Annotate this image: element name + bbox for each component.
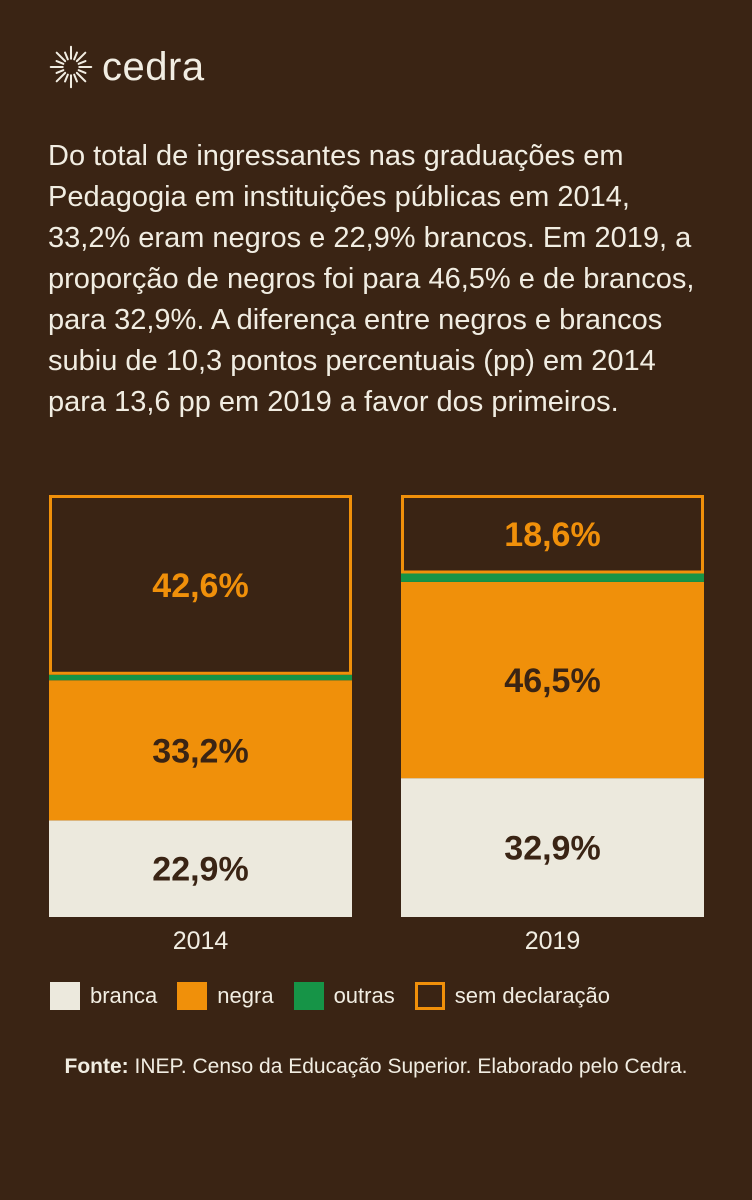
sun-ray [77, 69, 87, 75]
sun-ray [75, 71, 87, 83]
sun-ray [73, 51, 79, 61]
bar-segment-sem-declaração-2019 [401, 495, 704, 574]
stacked-bar-chart: 22,9% 33,2% 42,6% 2014 32,9% 46,5% 18,6% 2019 [49, 495, 704, 955]
bar-segment-negra-2019 [401, 581, 704, 779]
legend-swatch [293, 982, 324, 1010]
sun-ray [63, 51, 69, 61]
bar-segment-negra-2014 [49, 680, 352, 821]
sun-ray [75, 51, 87, 63]
legend-item-outras: outras [293, 982, 395, 1010]
legend-label: branca [90, 983, 158, 1008]
legend-item-branca: branca [50, 982, 157, 1010]
legend-label: sem declaração [454, 983, 611, 1008]
legend-label: negra [217, 983, 274, 1008]
bar-segment-outras-2014 [49, 674, 352, 681]
sun-ray [55, 71, 67, 83]
x-tick-label-2019: 2019 [525, 927, 581, 955]
sun-ray [73, 73, 79, 83]
bar-segment-branca-2019 [401, 778, 704, 917]
sun-ray [55, 59, 65, 65]
intro-text: Do total de ingressantes nas graduações … [48, 140, 695, 418]
chart-legend: branca negra outras sem declaração [50, 982, 630, 1010]
brand-logo: cedra [48, 44, 205, 90]
legend-item-sem-declaração: sem declaração [414, 982, 611, 1010]
legend-label: outras [333, 983, 395, 1008]
data-label-branca-2019: 32,9% [504, 830, 600, 868]
data-label-branca-2014: 22,9% [152, 851, 248, 889]
x-tick-label-2014: 2014 [173, 927, 229, 955]
sun-ray [55, 69, 65, 75]
legend-item-negra: negra [177, 982, 274, 1010]
sunburst-icon [49, 45, 93, 89]
legend-swatch [50, 982, 80, 1010]
data-label-negra-2019: 46,5% [504, 662, 600, 700]
legend-swatch [414, 982, 445, 1010]
data-label-sem-declaração-2014: 42,6% [152, 567, 248, 605]
source-text: INEP. Censo da Educação Superior. Elabor… [128, 1055, 688, 1078]
bar-segment-sem-declaração-2014 [49, 495, 352, 675]
source-note: Fonte: INEP. Censo da Educação Superior.… [40, 1052, 712, 1082]
brand-name: cedra [102, 45, 205, 89]
source-label: Fonte: [64, 1055, 129, 1078]
bar-segment-outras-2019 [401, 573, 704, 582]
bar-segment-branca-2014 [49, 820, 352, 917]
sun-ray [77, 59, 87, 65]
legend-swatch [177, 982, 208, 1010]
data-label-negra-2014: 33,2% [152, 732, 248, 770]
sun-ray [63, 73, 69, 83]
sun-ray [55, 51, 67, 63]
data-label-sem-declaração-2019: 18,6% [504, 516, 600, 554]
